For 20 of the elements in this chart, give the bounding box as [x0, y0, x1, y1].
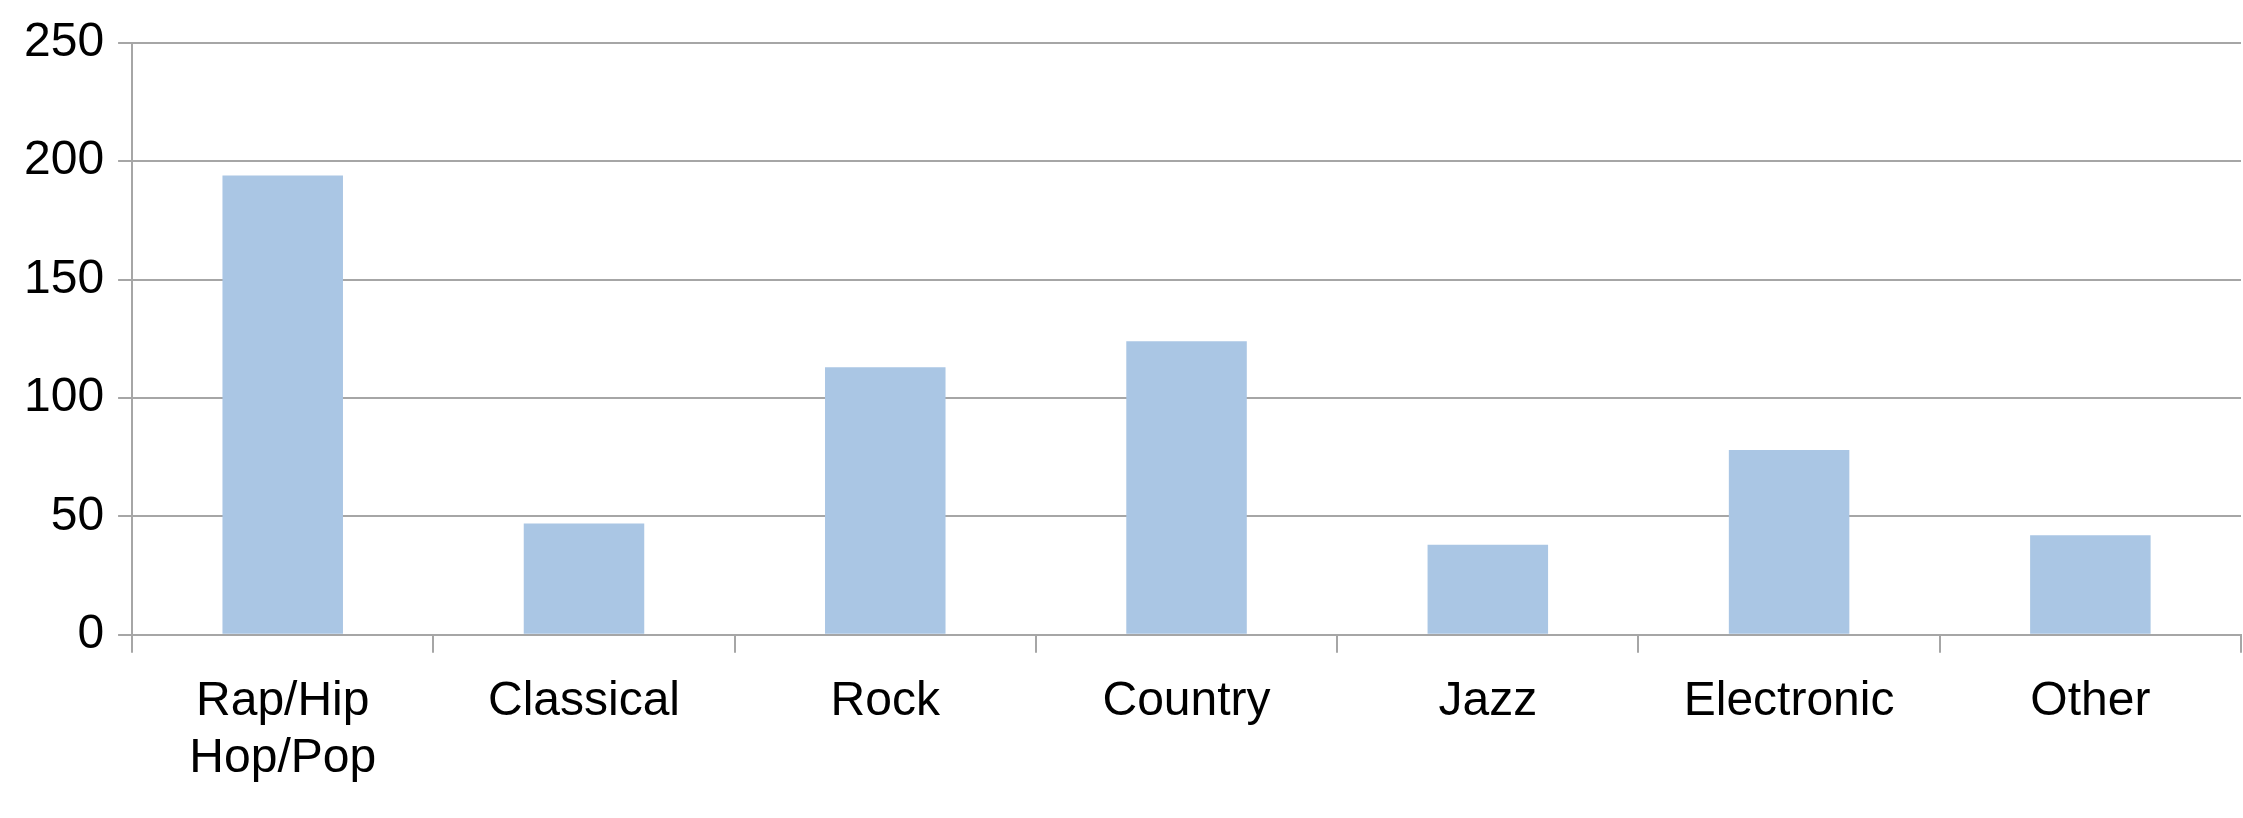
x-tick-label: Electronic [1683, 671, 1895, 725]
bar [222, 175, 343, 634]
y-tick-label: 200 [23, 131, 105, 185]
y-tick-label: 0 [77, 605, 105, 659]
bar [1427, 544, 1549, 634]
bar [523, 523, 645, 634]
x-tick-label: Rap/Hip Hop/Pop [189, 671, 377, 783]
x-tick-label: Other [2030, 671, 2151, 725]
x-tick-label: Country [1102, 671, 1271, 725]
y-tick-label: 100 [23, 368, 105, 422]
x-tick-label: Jazz [1438, 671, 1538, 725]
y-tick-label: 50 [50, 486, 105, 540]
bar [2030, 535, 2151, 634]
bar [825, 367, 946, 634]
y-tick-label: 250 [23, 13, 105, 67]
y-tick-label: 150 [23, 249, 105, 303]
x-tick-label: Rock [830, 671, 941, 725]
bar [1728, 450, 1850, 634]
bar [1126, 341, 1247, 634]
x-tick-label: Classical [487, 671, 681, 725]
